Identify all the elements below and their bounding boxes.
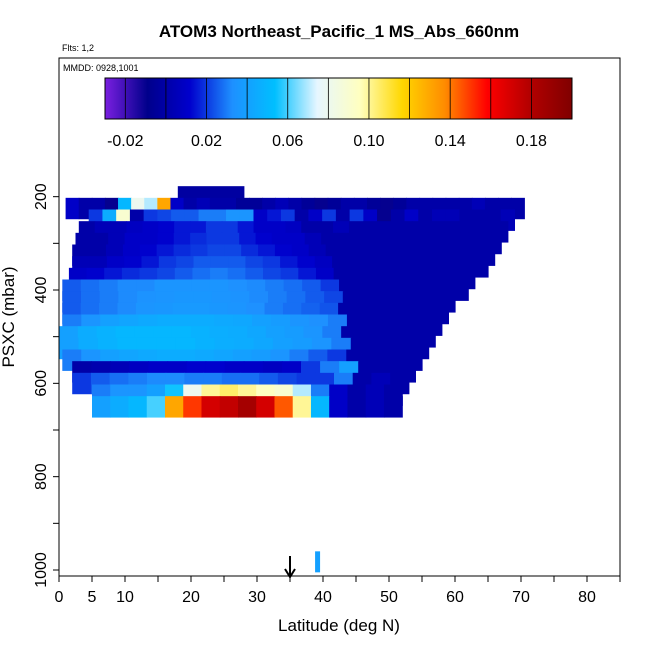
heatmap-cell <box>347 396 367 418</box>
colorbar-dividers <box>124 78 532 119</box>
x-tick-label: 40 <box>314 589 332 606</box>
heatmap-cell <box>201 396 221 418</box>
colorbar-labels: -0.02 0.02 0.06 0.10 0.14 0.18 <box>107 133 547 150</box>
x-tick-label: 60 <box>446 589 464 606</box>
heatmap-cell <box>164 396 184 418</box>
arrow-head <box>284 568 296 579</box>
heatmap-cell <box>110 396 130 418</box>
x-tick-label: 10 <box>116 589 134 606</box>
location-arrow <box>284 556 296 579</box>
x-axis: 0 5 10 20 30 40 50 60 70 80 <box>55 575 621 606</box>
mmdd-label: MMDD: 0928,1001 <box>63 63 139 73</box>
x-tick-label: 70 <box>512 589 530 606</box>
y-axis-label: PSXC (mbar) <box>0 266 18 367</box>
x-tick-label: 50 <box>380 589 398 606</box>
flights-label: Flts: 1,2 <box>62 43 94 53</box>
y-tick-label: 800 <box>33 463 50 490</box>
heatmap-cell <box>256 396 276 418</box>
x-tick-label: 0 <box>55 589 64 606</box>
x-tick-label: 5 <box>88 589 97 606</box>
colorbar-tick-label: 0.14 <box>435 133 466 150</box>
heatmap-cells <box>59 186 525 573</box>
colorbar: -0.02 0.02 0.06 0.10 0.14 0.18 <box>104 77 573 150</box>
x-axis-label: Latitude (deg N) <box>278 616 400 635</box>
colorbar-tick-label: -0.02 <box>107 133 144 150</box>
chart-title: ATOM3 Northeast_Pacific_1 MS_Abs_660nm <box>159 22 519 41</box>
colorbar-tick-label: 0.02 <box>191 133 222 150</box>
heatmap-cell <box>65 197 80 220</box>
heatmap-cell <box>146 396 166 418</box>
heatmap-cell <box>329 396 349 418</box>
heatmap-cell <box>183 396 203 418</box>
colorbar-tick-label: 0.10 <box>353 133 384 150</box>
colorbar-tick-label: 0.06 <box>272 133 303 150</box>
heatmap-cell <box>383 396 403 418</box>
heatmap-cell <box>72 372 92 395</box>
heatmap-cell <box>292 396 312 418</box>
colorbar-tick-label: 0.18 <box>516 133 547 150</box>
heatmap-cell <box>237 396 257 418</box>
heatmap-cell <box>365 396 385 418</box>
x-tick-label: 20 <box>182 589 200 606</box>
heatmap-cell <box>128 396 148 418</box>
x-tick-label: 80 <box>578 589 596 606</box>
heatmap-cell <box>219 396 239 418</box>
y-axis: 200 400 600 800 1000 <box>33 183 60 588</box>
heatmap-cell <box>92 396 111 418</box>
y-tick-label: 1000 <box>33 552 50 588</box>
y-tick-label: 400 <box>33 277 50 304</box>
heatmap-cell <box>315 551 321 573</box>
heatmap-cell <box>274 396 294 418</box>
y-tick-label: 600 <box>33 370 50 397</box>
heatmap-cell <box>310 396 330 418</box>
y-tick-label: 200 <box>33 183 50 210</box>
x-tick-label: 30 <box>248 589 266 606</box>
colorbar-gradient <box>104 77 573 120</box>
